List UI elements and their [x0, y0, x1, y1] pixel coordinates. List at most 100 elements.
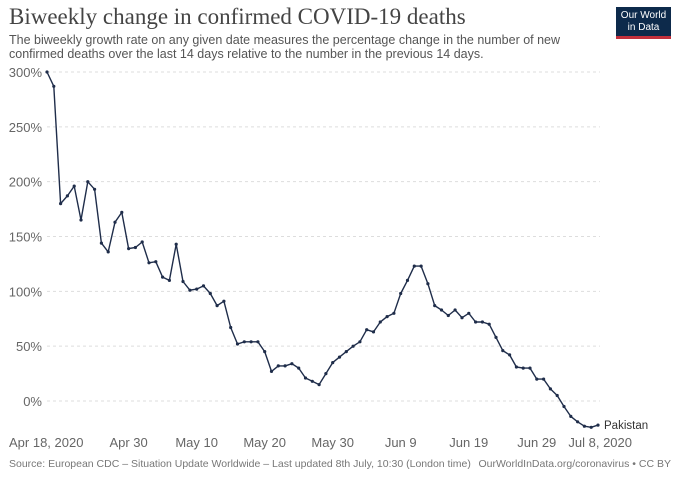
- data-point: [290, 362, 294, 366]
- data-point: [45, 70, 49, 74]
- y-tick-label: 50%: [16, 339, 42, 354]
- data-point: [589, 425, 593, 429]
- data-point: [263, 350, 267, 354]
- data-point: [412, 264, 416, 268]
- data-point: [487, 322, 491, 326]
- data-point: [120, 210, 124, 214]
- x-tick-label: Apr 18, 2020: [9, 435, 83, 450]
- y-tick-label: 100%: [9, 284, 43, 299]
- data-point: [256, 340, 260, 344]
- data-point: [548, 387, 553, 391]
- data-point: [276, 364, 280, 368]
- x-tick-label: May 30: [311, 435, 354, 450]
- data-point: [317, 383, 321, 387]
- series-label-pakistan: Pakistan: [604, 420, 648, 432]
- data-point: [59, 202, 63, 206]
- data-point: [365, 328, 369, 332]
- data-point: [371, 330, 376, 334]
- data-point: [303, 376, 308, 380]
- x-tick-label: Apr 30: [109, 435, 147, 450]
- data-point: [201, 284, 206, 288]
- data-point: [405, 278, 410, 282]
- data-point: [52, 84, 56, 88]
- data-point: [106, 250, 110, 254]
- data-point: [569, 414, 573, 418]
- y-tick-label: 300%: [9, 65, 43, 80]
- data-point: [378, 320, 382, 324]
- y-tick-label: 150%: [9, 230, 43, 245]
- data-point: [93, 187, 97, 191]
- data-point: [65, 194, 69, 198]
- data-point: [562, 404, 566, 409]
- data-point: [555, 393, 559, 398]
- data-point: [508, 353, 512, 357]
- data-point: [140, 240, 144, 244]
- data-point: [331, 361, 335, 365]
- data-point: [72, 184, 76, 188]
- data-point: [113, 220, 117, 224]
- data-point: [453, 308, 457, 312]
- data-point: [542, 377, 546, 381]
- data-point: [154, 260, 158, 264]
- source-note[interactable]: Source: European CDC – Situation Update …: [9, 458, 471, 470]
- y-tick-label: 200%: [9, 175, 43, 190]
- owid-logo[interactable]: Our World in Data: [616, 7, 671, 39]
- data-point: [283, 364, 287, 368]
- data-point: [167, 278, 171, 282]
- x-tick-label: Jul 8, 2020: [568, 435, 632, 450]
- data-point: [521, 366, 525, 370]
- data-point: [324, 372, 328, 376]
- data-point: [426, 282, 430, 286]
- data-point: [399, 291, 403, 296]
- data-point: [433, 304, 437, 308]
- x-tick-label: Jun 29: [517, 435, 556, 450]
- data-point: [419, 264, 423, 268]
- data-point: [188, 288, 192, 292]
- data-point: [297, 366, 301, 370]
- data-point: [385, 315, 389, 319]
- y-tick-label: 250%: [9, 120, 43, 135]
- logo-line-1: Our World: [620, 10, 667, 21]
- data-point: [467, 311, 471, 315]
- data-point: [460, 316, 464, 320]
- data-point: [229, 325, 233, 330]
- series-line-pakistan: [46, 71, 599, 428]
- data-point: [215, 304, 219, 308]
- data-point: [576, 420, 580, 424]
- data-point: [528, 366, 532, 370]
- data-point: [310, 379, 314, 383]
- data-point: [222, 299, 226, 303]
- data-point: [344, 350, 348, 354]
- data-point: [79, 218, 83, 222]
- x-tick-label: May 10: [175, 435, 218, 450]
- data-point: [208, 291, 212, 296]
- data-point: [86, 180, 90, 184]
- data-point: [439, 308, 444, 312]
- x-tick-label: Jun 9: [385, 435, 417, 450]
- data-point: [147, 261, 151, 265]
- data-point: [249, 340, 253, 344]
- data-point: [161, 275, 165, 279]
- license-link[interactable]: OurWorldInData.org/coronavirus • CC BY: [478, 458, 671, 470]
- y-tick-label: 0%: [23, 394, 42, 409]
- data-point: [358, 340, 362, 344]
- data-point: [127, 247, 131, 251]
- data-point: [133, 245, 137, 250]
- data-point: [99, 241, 103, 245]
- data-point: [174, 242, 178, 246]
- data-point: [235, 342, 240, 346]
- data-point: [181, 279, 185, 284]
- x-tick-label: May 20: [243, 435, 286, 450]
- data-point: [446, 313, 450, 318]
- data-point: [242, 340, 246, 344]
- chart-subtitle: The biweekly growth rate on any given da…: [9, 33, 561, 61]
- data-point: [494, 335, 498, 339]
- data-point: [351, 344, 355, 348]
- data-point: [269, 369, 274, 373]
- data-point: [392, 311, 396, 315]
- chart-title: Biweekly change in confirmed COVID-19 de…: [9, 4, 466, 29]
- data-point: [596, 423, 600, 427]
- data-point: [514, 365, 519, 369]
- x-tick-label: Jun 19: [449, 435, 488, 450]
